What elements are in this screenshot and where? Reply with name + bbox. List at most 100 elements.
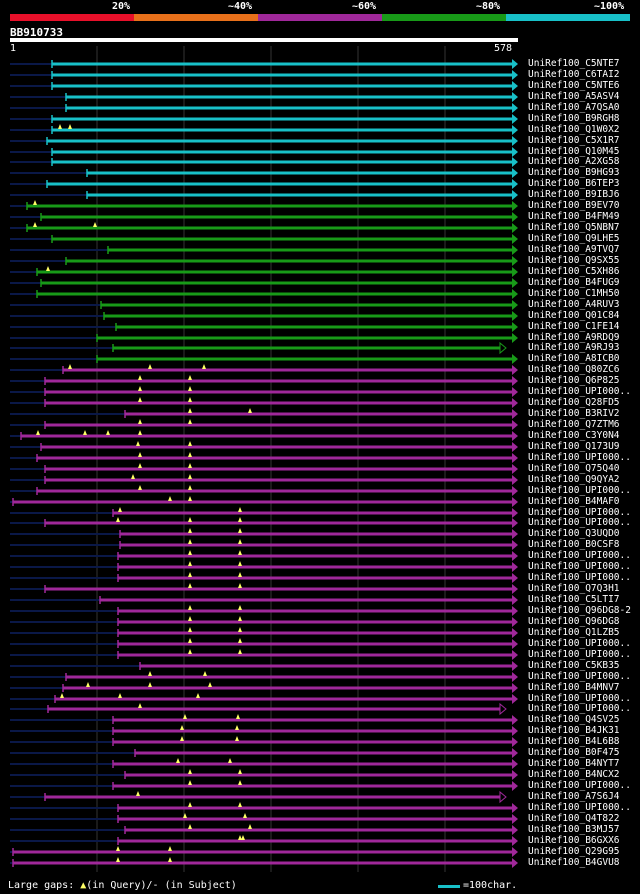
- hit-row[interactable]: [10, 813, 518, 824]
- hit-label[interactable]: UniRef100_B9EV70: [528, 200, 620, 211]
- hit-row[interactable]: [10, 857, 518, 868]
- hit-label[interactable]: UniRef100_UPI000..: [528, 693, 631, 704]
- hit-row[interactable]: [10, 496, 518, 507]
- hit-label[interactable]: UniRef100_Q3UQD0: [528, 528, 620, 539]
- hit-label[interactable]: UniRef100_Q4T822: [528, 813, 620, 824]
- hit-label[interactable]: UniRef100_A7S6J4: [528, 791, 620, 802]
- hit-row[interactable]: [10, 266, 518, 277]
- hit-row[interactable]: [10, 397, 518, 408]
- hit-row[interactable]: [10, 583, 518, 594]
- hit-label[interactable]: UniRef100_B9RGH8: [528, 113, 620, 124]
- hit-label[interactable]: UniRef100_B6TEP3: [528, 178, 620, 189]
- hit-label[interactable]: UniRef100_UPI000..: [528, 703, 631, 714]
- hit-row[interactable]: [10, 103, 518, 113]
- hit-row[interactable]: [10, 550, 518, 561]
- hit-label[interactable]: UniRef100_C5NTE7: [528, 58, 620, 69]
- hit-row[interactable]: [10, 278, 518, 288]
- hit-row[interactable]: [10, 289, 518, 299]
- hit-label[interactable]: UniRef100_UPI000..: [528, 561, 631, 572]
- hit-row[interactable]: [10, 179, 518, 189]
- hit-label[interactable]: UniRef100_C5X1R7: [528, 135, 620, 146]
- hit-label[interactable]: UniRef100_B4NCX2: [528, 769, 620, 780]
- hit-row[interactable]: [10, 748, 518, 758]
- hit-row[interactable]: [10, 702, 507, 716]
- hit-label[interactable]: UniRef100_UPI000..: [528, 572, 631, 583]
- hit-row[interactable]: [10, 190, 518, 200]
- hit-label[interactable]: UniRef100_UPI000..: [528, 671, 631, 682]
- hit-label[interactable]: UniRef100_Q9SX55: [528, 255, 620, 266]
- hit-row[interactable]: [10, 300, 518, 310]
- hit-row[interactable]: [10, 124, 518, 135]
- hit-label[interactable]: UniRef100_C3Y0N4: [528, 430, 620, 441]
- hit-row[interactable]: [10, 736, 518, 747]
- hit-label[interactable]: UniRef100_Q7ZTM6: [528, 419, 620, 430]
- hit-row[interactable]: [10, 790, 507, 804]
- hit-label[interactable]: UniRef100_Q28FD5: [528, 397, 620, 408]
- hit-row[interactable]: [10, 528, 518, 539]
- hit-label[interactable]: UniRef100_B9HG93: [528, 167, 620, 178]
- hit-row[interactable]: [10, 616, 518, 627]
- hit-label[interactable]: UniRef100_A5ASV4: [528, 91, 620, 102]
- hit-row[interactable]: [10, 256, 518, 266]
- hit-label[interactable]: UniRef100_UPI000..: [528, 649, 631, 660]
- hit-label[interactable]: UniRef100_UPI000..: [528, 452, 631, 463]
- hit-label[interactable]: UniRef100_A9TVQ7: [528, 244, 620, 255]
- hit-label[interactable]: UniRef100_Q75Q40: [528, 463, 620, 474]
- hit-label[interactable]: UniRef100_Q96DG8: [528, 616, 620, 627]
- hit-row[interactable]: [10, 147, 518, 157]
- hit-row[interactable]: [10, 725, 518, 736]
- hit-row[interactable]: [10, 59, 518, 69]
- hit-label[interactable]: UniRef100_B4MNV7: [528, 682, 620, 693]
- hit-row[interactable]: [10, 539, 518, 550]
- hit-label[interactable]: UniRef100_Q6P825: [528, 375, 620, 386]
- hit-label[interactable]: UniRef100_C5LTI7: [528, 594, 620, 605]
- hit-label[interactable]: UniRef100_C1FE14: [528, 321, 620, 332]
- hit-label[interactable]: UniRef100_B4L6B8: [528, 736, 620, 747]
- hit-label[interactable]: UniRef100_Q1W0X2: [528, 124, 620, 135]
- hit-row[interactable]: [10, 136, 518, 146]
- hit-label[interactable]: UniRef100_Q4SV25: [528, 714, 620, 725]
- hit-label[interactable]: UniRef100_Q173U9: [528, 441, 620, 452]
- hit-row[interactable]: [10, 649, 518, 660]
- hit-row[interactable]: [10, 341, 507, 355]
- hit-label[interactable]: UniRef100_A9RDQ9: [528, 332, 620, 343]
- hit-label[interactable]: UniRef100_Q7Q3H1: [528, 583, 620, 594]
- hit-row[interactable]: [10, 485, 518, 496]
- hit-label[interactable]: UniRef100_Q10M45: [528, 146, 620, 157]
- hit-label[interactable]: UniRef100_B4JK31: [528, 725, 620, 736]
- hit-row[interactable]: [10, 671, 518, 682]
- hit-label[interactable]: UniRef100_Q01C84: [528, 310, 620, 321]
- hit-row[interactable]: [10, 682, 518, 693]
- hit-label[interactable]: UniRef100_Q5NBN7: [528, 222, 620, 233]
- hit-label[interactable]: UniRef100_UPI000..: [528, 386, 631, 397]
- hit-row[interactable]: [10, 386, 518, 397]
- hit-label[interactable]: UniRef100_B6GXX6: [528, 835, 620, 846]
- hit-row[interactable]: [10, 245, 518, 255]
- hit-row[interactable]: [10, 693, 518, 704]
- hit-row[interactable]: [10, 234, 518, 244]
- hit-label[interactable]: UniRef100_Q9LHE5: [528, 233, 620, 244]
- hit-row[interactable]: [10, 517, 518, 528]
- hit-row[interactable]: [10, 638, 518, 649]
- hit-label[interactable]: UniRef100_C6TAI2: [528, 69, 620, 80]
- hit-label[interactable]: UniRef100_B0F475: [528, 747, 620, 758]
- hit-row[interactable]: [10, 758, 518, 769]
- hit-row[interactable]: [10, 661, 518, 671]
- hit-row[interactable]: [10, 311, 518, 321]
- hit-row[interactable]: [10, 846, 518, 857]
- hit-label[interactable]: UniRef100_C5XH86: [528, 266, 620, 277]
- hit-row[interactable]: [10, 200, 518, 211]
- hit-row[interactable]: [10, 714, 518, 725]
- hit-label[interactable]: UniRef100_B0CSF8: [528, 539, 620, 550]
- hit-row[interactable]: [10, 333, 518, 343]
- hit-row[interactable]: [10, 627, 518, 638]
- hit-row[interactable]: [10, 835, 518, 846]
- hit-label[interactable]: UniRef100_A8ICB0: [528, 353, 620, 364]
- hit-row[interactable]: [10, 322, 518, 332]
- hit-label[interactable]: UniRef100_Q1LZB5: [528, 627, 620, 638]
- hit-row[interactable]: [10, 375, 518, 386]
- hit-row[interactable]: [10, 452, 518, 463]
- hit-row[interactable]: [10, 364, 518, 375]
- hit-label[interactable]: UniRef100_B3RIV2: [528, 408, 620, 419]
- hit-label[interactable]: UniRef100_C5KB35: [528, 660, 620, 671]
